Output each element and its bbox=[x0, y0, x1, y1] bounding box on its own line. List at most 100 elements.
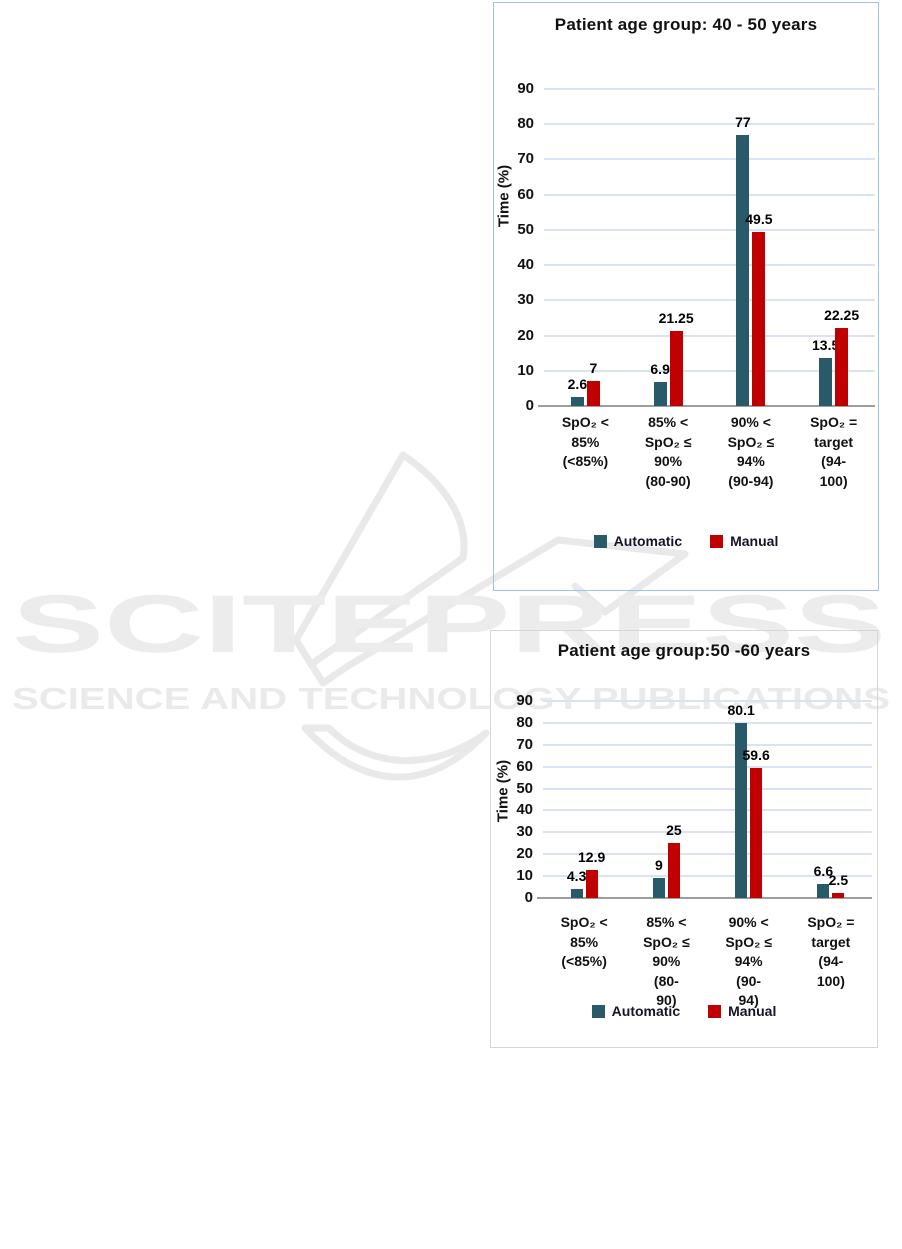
category-label: SpO₂ = target (94- 100) bbox=[790, 913, 872, 1018]
value-label: 4.3 bbox=[566, 867, 587, 884]
category-label-line: 94% bbox=[734, 953, 763, 969]
y-tick-label: 20 bbox=[517, 326, 534, 344]
bar-automatic bbox=[817, 883, 830, 898]
category-label: SpO₂ < 85% (<85%) bbox=[543, 913, 625, 1018]
y-tick-label: 60 bbox=[517, 185, 534, 203]
x-axis-line bbox=[537, 897, 872, 899]
gridline bbox=[544, 158, 875, 161]
category-label-line: 100) bbox=[819, 472, 848, 489]
plot-area: 0 10 20 30 40 50 60 70 80 90 2.6 6.9 77 13.5 7 21.25 49.… bbox=[517, 81, 875, 414]
category-label-line: 85% < bbox=[646, 914, 687, 930]
gridline bbox=[543, 853, 872, 856]
value-label: 9 bbox=[654, 857, 663, 874]
gridline bbox=[544, 228, 875, 231]
category-label-line: SpO₂ < bbox=[561, 414, 609, 430]
gridline bbox=[543, 765, 872, 768]
legend: Automatic Manual bbox=[491, 1003, 877, 1019]
bar-automatic bbox=[736, 134, 750, 406]
category-label-line: 85% bbox=[570, 933, 599, 950]
category-label-line: SpO₂ ≤ bbox=[725, 933, 772, 950]
bar-manual bbox=[667, 843, 680, 898]
gridline bbox=[544, 299, 875, 302]
bar-automatic bbox=[653, 381, 667, 406]
category-label-line: SpO₂ ≤ bbox=[644, 433, 692, 450]
value-label: 49.5 bbox=[745, 210, 773, 227]
legend-item-automatic: Automatic bbox=[591, 1003, 681, 1019]
category-label-line: 90% bbox=[652, 953, 681, 969]
y-tick-label: 50 bbox=[516, 779, 533, 797]
bar-manual bbox=[835, 327, 849, 406]
category-label-line: (90- bbox=[736, 972, 762, 989]
gridline bbox=[543, 787, 872, 790]
y-tick-label: 30 bbox=[517, 291, 534, 309]
value-label: 80.1 bbox=[727, 701, 755, 718]
legend: Automatic Manual bbox=[494, 533, 878, 549]
category-label-line: 94) bbox=[738, 992, 759, 1008]
legend-item-manual: Manual bbox=[708, 1003, 776, 1019]
category-label-line: SpO₂ = bbox=[807, 914, 855, 930]
category-label-line: target bbox=[811, 933, 851, 950]
y-tick-label: 80 bbox=[516, 713, 533, 731]
category-label-line: (<85%) bbox=[562, 453, 609, 469]
value-label: 2.5 bbox=[828, 871, 849, 888]
x-axis-line bbox=[538, 405, 875, 407]
category-label-line: (80- bbox=[653, 972, 679, 989]
y-tick-label: 0 bbox=[525, 397, 534, 414]
legend-label: Automatic bbox=[611, 1003, 681, 1019]
value-label: 59.6 bbox=[742, 746, 770, 763]
category-label-line: 90% < bbox=[728, 914, 769, 930]
y-tick-label: 30 bbox=[516, 823, 533, 841]
y-tick-label: 90 bbox=[516, 692, 533, 709]
category-label-line: (94- bbox=[818, 953, 844, 969]
category-label-line: (80-90) bbox=[645, 472, 691, 489]
bar-manual bbox=[750, 767, 763, 898]
value-label: 6.6 bbox=[813, 862, 834, 879]
category-label: 90% < SpO₂ ≤ 94% (90- 94) bbox=[708, 913, 790, 1018]
y-tick-label: 90 bbox=[517, 80, 534, 97]
category-label: SpO₂ = target (94- 100) bbox=[792, 413, 875, 533]
y-tick-label: 70 bbox=[517, 150, 534, 168]
chart-title: Patient age group: 40 - 50 years bbox=[554, 15, 818, 34]
gridline bbox=[544, 264, 875, 267]
category-label-line: 90% < bbox=[730, 414, 771, 430]
gridline bbox=[543, 875, 872, 878]
gridline bbox=[544, 369, 875, 372]
category-label-line: (94- bbox=[821, 453, 847, 469]
gridline bbox=[544, 123, 875, 126]
y-tick-label: 40 bbox=[517, 256, 534, 274]
gridline bbox=[544, 334, 875, 337]
plot-area: 0 10 20 30 40 50 60 70 80 90 4.3 9 80.1 6.6 12.9 25 59.6… bbox=[516, 693, 872, 906]
value-label: 21.25 bbox=[658, 310, 694, 327]
category-label-line: (90-94) bbox=[728, 472, 774, 489]
value-label: 6.9 bbox=[650, 360, 670, 377]
bar-automatic bbox=[735, 722, 748, 898]
value-label: 22.25 bbox=[824, 306, 860, 323]
bar-manual bbox=[752, 231, 766, 406]
value-label: 12.9 bbox=[578, 848, 606, 865]
category-label-line: 85% bbox=[571, 433, 600, 450]
legend-label: Manual bbox=[730, 533, 779, 549]
legend-swatch-automatic bbox=[593, 534, 607, 548]
category-label-line: (<85%) bbox=[561, 953, 607, 969]
category-label: SpO₂ < 85% (<85%) bbox=[544, 413, 627, 533]
y-tick-label: 10 bbox=[516, 867, 533, 885]
gridline bbox=[544, 193, 875, 196]
bar-automatic bbox=[652, 878, 665, 898]
value-label: 2.6 bbox=[567, 375, 588, 392]
gridline bbox=[543, 809, 872, 812]
category-label-line: 94% bbox=[736, 453, 765, 469]
chart-card-age-40-50: Patient age group: 40 - 50 years Time (%… bbox=[493, 2, 879, 591]
legend-label: Manual bbox=[728, 1003, 777, 1019]
category-label-line: SpO₂ ≤ bbox=[643, 933, 690, 950]
y-tick-label: 40 bbox=[516, 801, 533, 819]
y-tick-label: 0 bbox=[524, 889, 533, 906]
y-tick-label: 50 bbox=[517, 220, 534, 238]
bar-automatic bbox=[570, 396, 584, 406]
category-label: 90% <SpO₂ ≤94%(90-94) bbox=[710, 413, 793, 533]
category-label: 85% < SpO₂ ≤ 90% (80- 90) bbox=[625, 913, 707, 1018]
y-tick-label: 20 bbox=[516, 845, 533, 863]
bar-manual bbox=[669, 331, 683, 406]
gridline bbox=[543, 700, 872, 702]
legend-item-automatic: Automatic bbox=[593, 533, 682, 549]
